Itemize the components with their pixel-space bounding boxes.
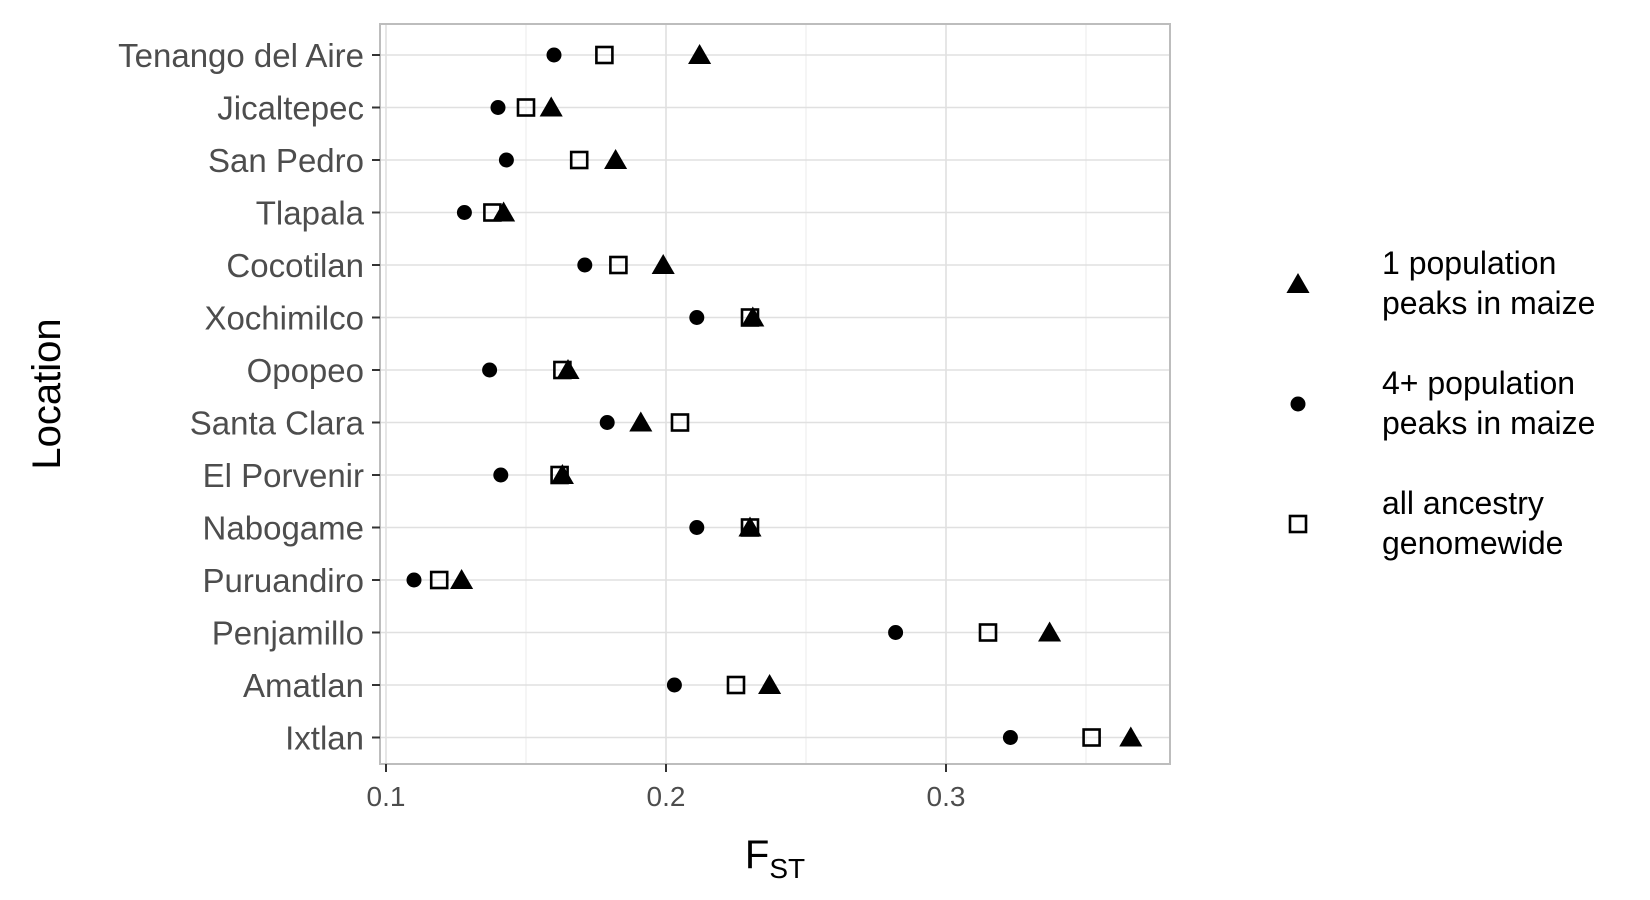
marks-layer xyxy=(406,44,1143,747)
point-circle xyxy=(689,520,705,535)
y-tick-label: Nabogame xyxy=(203,510,364,547)
point-circle xyxy=(498,152,514,168)
point-open-square xyxy=(1082,728,1101,747)
y-tick-label: El Porvenir xyxy=(203,457,364,494)
y-tick-label: Opopeo xyxy=(247,352,364,389)
point-triangle xyxy=(1038,621,1062,642)
x-axis-title-subscript: ST xyxy=(769,853,805,884)
y-tick-label: Ixtlan xyxy=(285,720,364,757)
point-triangle xyxy=(604,149,628,170)
point-triangle xyxy=(688,44,712,65)
legend-key-triangle xyxy=(1286,273,1310,294)
y-tick-label: Amatlan xyxy=(243,667,364,704)
point-open-square xyxy=(516,98,536,117)
y-tick-label: Penjamillo xyxy=(212,615,364,652)
point-triangle xyxy=(556,359,580,380)
point-open-square xyxy=(595,45,614,65)
point-triangle xyxy=(651,254,675,275)
point-triangle xyxy=(550,464,574,485)
y-tick-label: Jicaltepec xyxy=(217,90,364,127)
plot-border xyxy=(379,23,1171,765)
x-tick-label: 0.1 xyxy=(367,781,406,812)
point-circle xyxy=(493,467,509,483)
legend-label-line2: peaks in maize xyxy=(1382,285,1595,321)
point-open-square xyxy=(670,413,690,432)
legend-label-line1: 1 population xyxy=(1382,245,1556,281)
point-open-square xyxy=(609,255,628,275)
point-circle xyxy=(577,257,593,273)
legend: 1 population peaks in maize 4+ population p… xyxy=(1286,245,1595,561)
grid-layer xyxy=(379,23,1171,765)
point-triangle xyxy=(492,201,516,222)
y-tick-label: Santa Clara xyxy=(190,405,365,442)
point-circle xyxy=(406,572,422,588)
x-tick-label: 0.2 xyxy=(647,781,686,812)
point-triangle xyxy=(1119,726,1143,747)
x-tick-label: 0.3 xyxy=(927,781,966,812)
y-tick-label: Cocotilan xyxy=(226,247,364,284)
legend-label-line2: genomewide xyxy=(1382,525,1563,561)
point-circle xyxy=(689,310,705,325)
point-triangle xyxy=(738,516,762,537)
point-circle xyxy=(599,415,615,430)
legend-label-line1: 4+ population xyxy=(1382,365,1575,401)
point-open-square xyxy=(978,623,998,642)
point-open-square xyxy=(726,675,746,695)
point-circle xyxy=(490,100,506,115)
y-tick-label: Tenango del Aire xyxy=(118,37,364,74)
y-tick-label: San Pedro xyxy=(208,142,364,179)
point-triangle xyxy=(450,569,474,590)
x-axis-title: FST xyxy=(745,833,805,884)
point-circle xyxy=(546,47,562,63)
legend-key-open-square xyxy=(1288,514,1308,534)
point-circle xyxy=(1002,730,1018,745)
legend-label-line2: peaks in maize xyxy=(1382,405,1595,441)
y-tick-label: Tlapala xyxy=(256,195,365,232)
y-axis-title: Location xyxy=(25,318,69,469)
point-circle xyxy=(888,625,904,640)
point-circle xyxy=(666,677,682,693)
axis-layer: Tenango del Aire Jicaltepec San Pedro Tlapa… xyxy=(118,37,965,812)
point-open-square xyxy=(569,150,589,170)
point-circle xyxy=(482,362,498,378)
point-triangle xyxy=(539,96,563,117)
point-open-square xyxy=(429,570,449,590)
legend-label-line1: all ancestry xyxy=(1382,485,1544,521)
point-triangle xyxy=(629,411,653,432)
legend-key-circle xyxy=(1290,396,1306,412)
point-triangle xyxy=(741,306,765,327)
point-triangle xyxy=(758,674,782,695)
x-axis-title-main: F xyxy=(745,833,769,877)
y-tick-label: Puruandiro xyxy=(203,562,364,599)
point-circle xyxy=(456,205,472,220)
y-tick-label: Xochimilco xyxy=(204,300,364,337)
plot-panel xyxy=(380,24,1170,764)
